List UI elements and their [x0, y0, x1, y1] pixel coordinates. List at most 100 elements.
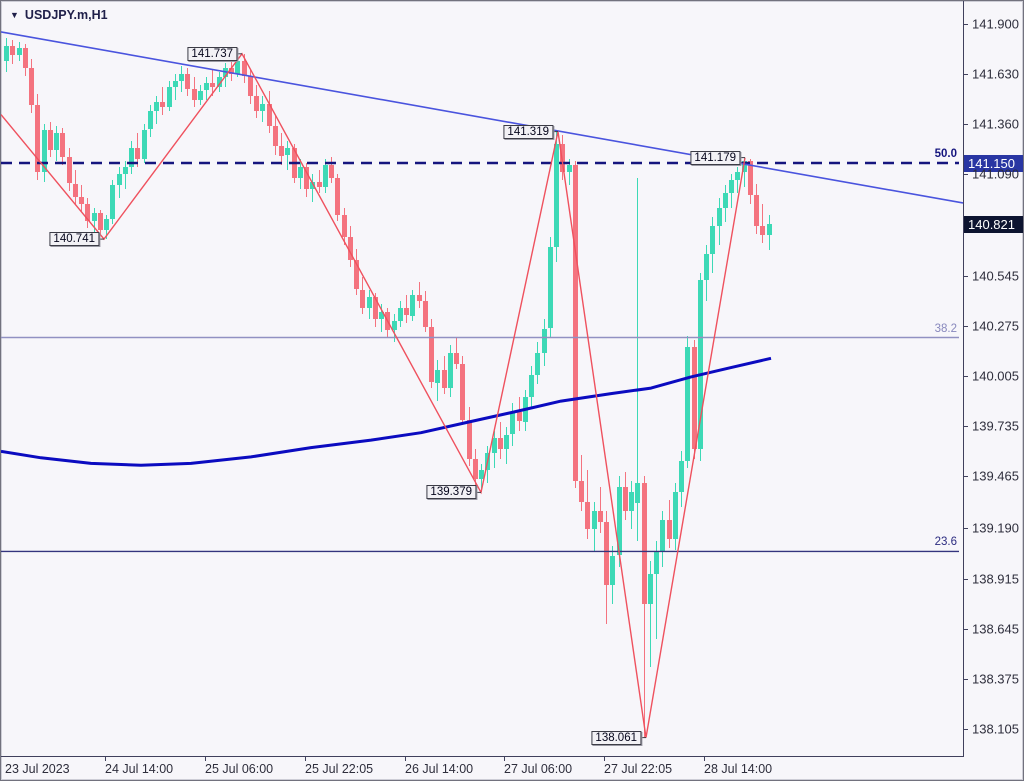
price-tick-mark [964, 476, 968, 478]
price-tick-label: 139.190 [972, 520, 1019, 536]
candle-body [572, 164, 578, 482]
price-axis[interactable]: 141.150 140.821 141.900 141.630 141.360 141… [964, 1, 1023, 756]
candle-body [66, 157, 72, 184]
price-tick-label: 138.645 [972, 621, 1019, 637]
chart-overlay-lines [1, 31, 963, 739]
candlestick-series [1, 1, 963, 756]
candle-wick [418, 282, 420, 308]
candle-body [416, 295, 422, 301]
candle-wick [568, 159, 570, 186]
price-tick-label: 139.735 [972, 418, 1019, 434]
candle-body [472, 458, 478, 480]
candle-body [447, 352, 453, 388]
price-tick-mark [964, 325, 968, 327]
candle-wick [599, 486, 601, 534]
candle-body [397, 308, 403, 322]
time-axis-label: 24 Jul 14:00 [105, 762, 174, 776]
time-tick-mark [305, 757, 306, 761]
candle-body [529, 375, 534, 398]
candle-body [222, 68, 228, 78]
candle-body [297, 166, 303, 178]
candle-body [410, 295, 416, 316]
candle-body [672, 492, 678, 539]
candle-body [172, 81, 178, 87]
time-axis-label: 27 Jul 06:00 [504, 762, 573, 776]
candle-body [60, 133, 66, 158]
candle-body [160, 101, 166, 108]
chart-dropdown-icon[interactable]: ▼ [10, 10, 19, 20]
candle-body [79, 196, 84, 204]
candle-body [497, 438, 503, 450]
time-tick-mark [105, 757, 106, 761]
candle-body [41, 129, 47, 173]
candle-body [754, 194, 759, 227]
candle-body [122, 166, 128, 175]
price-tick-mark [964, 275, 968, 277]
candle-body [585, 501, 591, 530]
candle-body [541, 328, 547, 353]
candle-wick [656, 540, 657, 640]
candle-body [29, 68, 34, 106]
symbol-timeframe-text: USDJPY.m,H1 [24, 8, 108, 22]
candle-body [722, 192, 728, 208]
time-tick-mark [205, 757, 206, 761]
candle-body [566, 164, 572, 173]
candle-wick [737, 166, 739, 193]
candle-body [329, 164, 334, 178]
candle-body [254, 96, 259, 111]
candle-body [435, 369, 441, 383]
price-tick-mark [964, 73, 968, 75]
price-tick-mark [964, 426, 968, 428]
candle-body [316, 181, 322, 188]
current-price-box: 140.821 [964, 215, 1023, 233]
candle-body [197, 90, 203, 100]
candle-body [691, 347, 697, 450]
candle-body [460, 363, 466, 420]
price-tick-mark [964, 376, 968, 377]
candle-body [72, 183, 78, 197]
price-tick-mark [964, 679, 968, 681]
candle-body [635, 482, 641, 504]
price-tick-mark [964, 123, 968, 125]
candle-body [547, 246, 553, 329]
fib-level-price-box: 141.150 [964, 154, 1023, 172]
price-tick-label: 141.630 [972, 66, 1019, 82]
price-tick-label: 138.105 [972, 721, 1019, 737]
candle-body [391, 321, 397, 331]
candle-body [22, 47, 28, 69]
candle-body [622, 486, 628, 511]
candle-body [260, 103, 266, 111]
candle-body [697, 280, 703, 450]
candle-body [216, 77, 222, 87]
candle-body [479, 469, 484, 480]
candle-body [591, 510, 597, 530]
time-tick-mark [704, 757, 705, 761]
time-axis-label: 23 Jul 2023 [5, 762, 70, 776]
candle-body [35, 105, 41, 173]
candle-body [504, 434, 509, 450]
time-axis[interactable]: 23 Jul 2023 24 Jul 14:00 25 Jul 06:00 25 Ju… [1, 757, 1023, 780]
candle-body [535, 352, 541, 375]
candle-body [241, 60, 247, 76]
candle-body [185, 73, 191, 89]
candle-body [366, 296, 372, 309]
symbol-label[interactable]: ▼ USDJPY.m,H1 [10, 8, 108, 22]
candle-body [404, 308, 409, 316]
chart-plot-area[interactable]: 140.741 141.737 139.379 141.319 138.061 141.1… [1, 1, 963, 756]
candle-body [735, 172, 741, 180]
candle-body [685, 347, 691, 461]
candle-wick [93, 207, 95, 234]
candle-body [154, 101, 159, 111]
candle-body [135, 148, 141, 160]
zigzag-price-label: 139.379 [426, 485, 476, 500]
candle-body [91, 213, 97, 221]
candle-body [85, 203, 91, 221]
time-axis-separator [1, 756, 964, 757]
candle-body [579, 481, 584, 502]
candle-body [272, 125, 278, 147]
candle-body [310, 181, 316, 189]
candle-body [266, 103, 272, 126]
price-tick-label: 138.375 [972, 671, 1019, 687]
candle-body [229, 68, 234, 74]
